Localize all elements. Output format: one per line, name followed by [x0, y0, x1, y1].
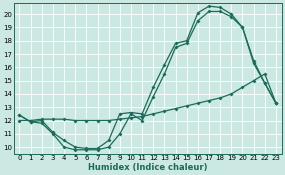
X-axis label: Humidex (Indice chaleur): Humidex (Indice chaleur) [88, 163, 207, 172]
